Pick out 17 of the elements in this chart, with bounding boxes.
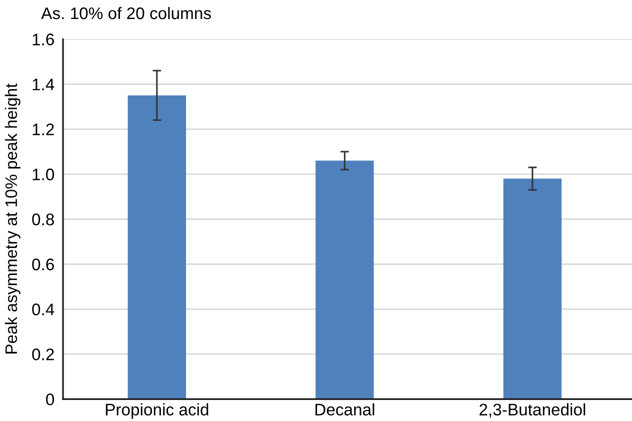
y-tick-label: 1.0 xyxy=(32,168,54,180)
chart-title: As. 10% of 20 columns xyxy=(41,6,211,20)
bar xyxy=(503,178,562,400)
x-tick-label: Decanal xyxy=(315,403,374,416)
bar xyxy=(316,160,374,400)
y-tick-label: 1.2 xyxy=(32,124,54,136)
y-tick-label: 1.6 xyxy=(32,34,54,46)
y-axis-title: Peak asymmetry at 10% peak height xyxy=(4,84,20,354)
bar xyxy=(128,95,186,400)
y-tick-label: 0.4 xyxy=(32,304,54,316)
y-tick-label: 0 xyxy=(46,394,54,406)
y-tick-label: 0.2 xyxy=(32,348,54,360)
y-tick-label: 1.4 xyxy=(32,78,54,90)
x-tick-label: 2,3-Butanediol xyxy=(480,403,586,418)
y-tick-label: 0.6 xyxy=(32,258,54,270)
y-tick-label: 0.8 xyxy=(32,214,54,226)
x-tick-label: Propionic acid xyxy=(106,403,208,419)
